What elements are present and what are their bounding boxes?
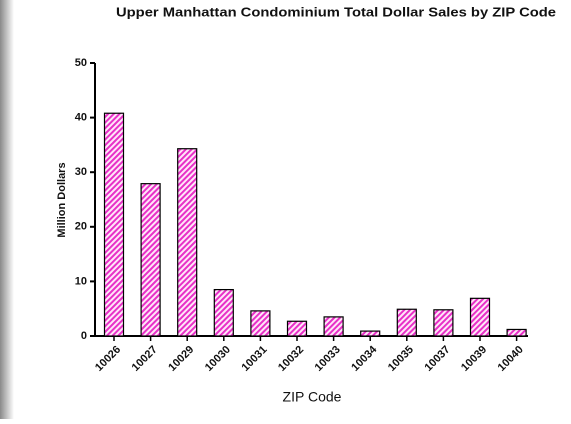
y-tick-label: 30	[75, 166, 87, 178]
bar	[360, 330, 381, 337]
y-tick-label: 10	[75, 275, 87, 287]
bar	[469, 297, 491, 337]
bar	[103, 112, 125, 337]
y-tick-label: 0	[81, 330, 87, 342]
bar	[323, 316, 344, 337]
x-tick-label: 10033	[313, 344, 343, 374]
bar	[506, 328, 527, 337]
x-tick-label: 10026	[93, 344, 123, 374]
x-tick-label: 10035	[386, 344, 416, 374]
y-tick-label: 20	[75, 221, 87, 233]
x-tick-label: 10030	[203, 344, 233, 374]
bar	[396, 308, 417, 337]
bar	[213, 288, 234, 337]
chart-title: Upper Manhattan Condominium Total Dollar…	[116, 4, 556, 19]
bar	[250, 310, 271, 337]
x-tick-label: 10040	[496, 344, 526, 374]
x-axis-label: ZIP Code	[283, 389, 342, 405]
x-tick-label: 10034	[349, 343, 380, 374]
bar	[286, 320, 308, 337]
x-tick-label: 10029	[166, 344, 196, 374]
x-tick-label: 10027	[130, 344, 160, 374]
x-tick-label: 10032	[276, 344, 306, 374]
edge-shadow	[0, 0, 14, 419]
y-tick-label: 40	[75, 112, 87, 124]
y-axis-label: Million Dollars	[56, 162, 68, 237]
y-tick-label: 50	[75, 57, 87, 69]
bar	[140, 183, 161, 337]
x-tick-label: 10031	[239, 344, 269, 374]
x-tick-label: 10037	[422, 344, 452, 374]
bar	[177, 148, 198, 337]
x-tick-label: 10039	[459, 344, 489, 374]
bar	[433, 309, 454, 337]
